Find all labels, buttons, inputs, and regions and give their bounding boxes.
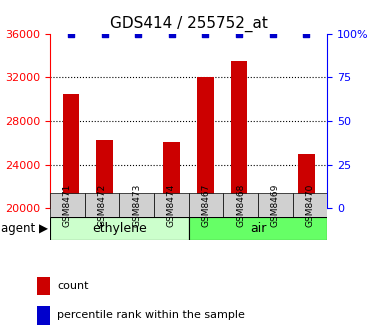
Text: GSM8473: GSM8473 [132, 183, 141, 227]
FancyBboxPatch shape [223, 193, 258, 217]
Bar [37, 306, 50, 325]
Text: air: air [250, 222, 266, 235]
Title: GDS414 / 255752_at: GDS414 / 255752_at [110, 16, 268, 32]
Text: GSM8468: GSM8468 [236, 183, 245, 227]
Bar [63, 94, 79, 208]
Text: percentile rank within the sample: percentile rank within the sample [57, 310, 245, 320]
Text: agent ▶: agent ▶ [0, 222, 48, 235]
Text: GSM8469: GSM8469 [271, 183, 280, 227]
FancyBboxPatch shape [189, 193, 223, 217]
Bar [231, 61, 248, 208]
FancyBboxPatch shape [154, 193, 189, 217]
Point [102, 31, 108, 36]
FancyBboxPatch shape [293, 193, 327, 217]
Text: GSM8470: GSM8470 [305, 183, 315, 227]
Point [303, 31, 309, 36]
Bar [197, 77, 214, 208]
Point [169, 31, 175, 36]
FancyBboxPatch shape [50, 193, 85, 217]
Text: ethylene: ethylene [92, 222, 147, 235]
Text: GSM8467: GSM8467 [201, 183, 211, 227]
Point [135, 31, 141, 36]
Point [236, 31, 242, 36]
Point [270, 31, 276, 36]
Bar [37, 277, 50, 295]
Bar [264, 207, 281, 208]
Bar [164, 142, 180, 208]
Text: GSM8471: GSM8471 [63, 183, 72, 227]
FancyBboxPatch shape [189, 217, 327, 240]
Bar [96, 139, 113, 208]
Text: count: count [57, 281, 89, 291]
FancyBboxPatch shape [119, 193, 154, 217]
FancyBboxPatch shape [50, 217, 189, 240]
Bar [298, 154, 315, 208]
Point [68, 31, 74, 36]
Text: GSM8474: GSM8474 [167, 183, 176, 226]
FancyBboxPatch shape [258, 193, 293, 217]
Point [203, 31, 209, 36]
Text: GSM8472: GSM8472 [97, 183, 107, 226]
FancyBboxPatch shape [85, 193, 119, 217]
